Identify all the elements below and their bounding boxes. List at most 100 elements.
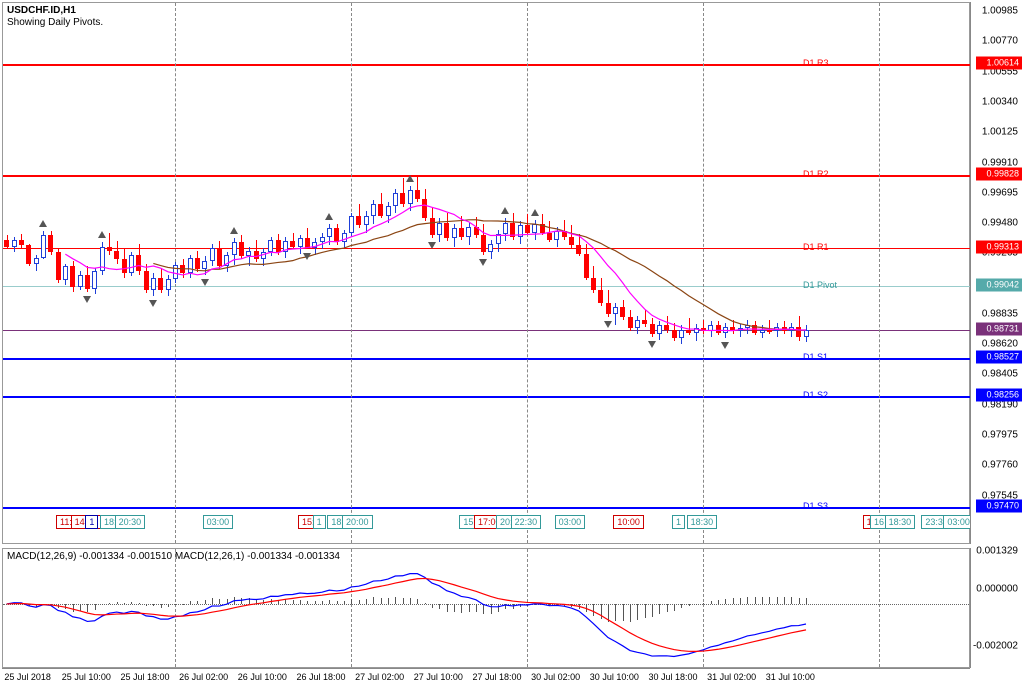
price-level-box: 0.98256 [976,389,1022,402]
y-tick-label: 1.00770 [982,36,1018,47]
candle-body [481,235,486,252]
macd-hist-bar [315,601,316,604]
y-tick-label: 0.98620 [982,339,1018,350]
macd-hist-bar [58,604,59,609]
price-y-axis: 1.009851.007701.005551.003401.001250.999… [970,2,1022,544]
candle-body [349,216,354,233]
fractal-up-icon [531,209,539,216]
macd-hist-bar [498,604,499,612]
macd-y-tick: 0.001329 [976,545,1018,556]
macd-chart[interactable]: MACD(12,26,9) -0.001334 -0.001510 MACD(1… [2,548,970,668]
macd-hist-bar [593,604,594,616]
macd-hist-bar [571,604,572,607]
candle-body [789,327,794,331]
macd-hist-bar [124,603,125,604]
candle-body [393,193,398,206]
candle-body [430,218,435,235]
macd-hist-bar [557,604,558,606]
macd-hist-bar [439,604,440,609]
candle-body [320,237,325,243]
y-tick-label: 0.97760 [982,460,1018,471]
candle-body [195,258,200,269]
day-separator [527,3,528,543]
macd-hist-bar [234,597,235,604]
candle-body [488,244,493,252]
day-separator [351,3,352,543]
macd-y-tick: 0.000000 [976,583,1018,594]
time-chip: 03:00 [555,515,586,529]
macd-hist-bar [351,599,352,604]
candle-body [378,204,383,215]
candle-body [78,275,83,288]
macd-hist-bar [271,599,272,604]
macd-hist-bar [131,602,132,604]
price-level-box: 1.00614 [976,57,1022,70]
candle-body [796,327,801,337]
pivot-label: D1 S3 [803,501,828,511]
candle-body [591,278,596,291]
macd-hist-bar [219,599,220,604]
macd-hist-bar [630,604,631,622]
macd-hist-bar [337,601,338,604]
candle-wick [667,316,668,333]
candle-body [239,242,244,256]
macd-hist-bar [51,604,52,605]
candle-body [708,325,713,331]
time-chip: 1 [85,515,98,529]
price-chart[interactable]: USDCHF.ID,H1Showing Daily Pivots.D1 R3D1… [2,2,970,544]
candle-body [474,227,479,235]
candle-body [48,235,53,252]
macd-hist-bar [109,603,110,604]
candle-body [246,251,251,257]
y-tick-label: 1.00985 [982,6,1018,17]
price-level-box: 0.99828 [976,168,1022,181]
macd-hist-bar [329,600,330,604]
candle-body [63,266,68,280]
fractal-up-icon [501,207,509,214]
candle-body [422,199,427,219]
candle-body [760,330,765,333]
time-chip: 18:30 [687,515,718,529]
candle-body [657,325,662,333]
candle-body [334,228,339,242]
x-tick-label: 27 Jul 02:00 [355,672,404,682]
macd-hist-bar [212,598,213,604]
macd-hist-bar [454,604,455,612]
candle-body [701,328,706,331]
candle-body [635,320,640,328]
chart-title: USDCHF.ID,H1Showing Daily Pivots. [7,5,103,29]
candle-body [34,258,39,264]
x-tick-label: 27 Jul 18:00 [472,672,521,682]
candle-body [642,320,647,324]
candle-body [738,328,743,331]
macd-hist-bar [542,604,543,605]
candle-body [129,255,134,273]
x-tick-label: 26 Jul 10:00 [238,672,287,682]
candle-body [554,231,559,239]
macd-hist-bar [417,599,418,604]
fractal-up-icon [39,220,47,227]
macd-hist-bar [161,604,162,608]
candle-body [415,190,420,198]
candle-body [144,271,149,291]
candle-body [767,330,772,332]
day-separator [527,549,528,667]
macd-hist-bar [366,599,367,604]
macd-y-tick: -0.002002 [973,641,1018,652]
pivot-label: D1 R1 [803,242,829,252]
candle-body [4,240,9,247]
macd-hist-bar [784,597,785,604]
fractal-down-icon [428,242,436,249]
candle-body [752,325,757,332]
candle-body [268,240,273,253]
macd-hist-bar [95,604,96,610]
candle-body [562,231,567,237]
x-tick-label: 25 Jul 18:00 [120,672,169,682]
candle-wick [109,233,110,256]
candle-body [166,279,171,290]
fractal-down-icon [149,300,157,307]
candle-body [716,325,721,332]
candle-body [437,223,442,236]
y-tick-label: 0.97975 [982,430,1018,441]
candle-body [100,247,105,271]
